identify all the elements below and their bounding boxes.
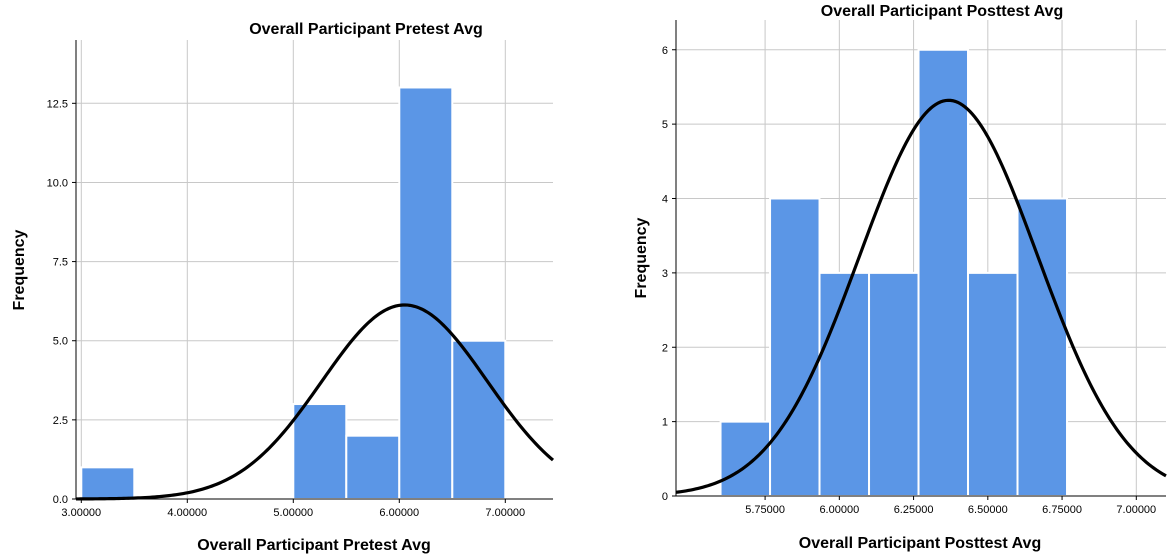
y-axis-label: Frequency [633, 217, 650, 298]
histogram-bar [398, 86, 454, 500]
y-axis-label: Frequency [11, 229, 28, 310]
pretest-histogram: Overall Participant Pretest Avg Frequenc… [11, 21, 555, 554]
y-tick-label: 3 [662, 268, 668, 280]
y-tick-label: 1 [662, 417, 668, 429]
histogram-bar [917, 48, 970, 497]
x-tick-label: 6.00000 [819, 504, 859, 516]
chart-title: Overall Participant Pretest Avg [249, 21, 483, 38]
y-tick-label: 10.0 [47, 177, 68, 189]
histogram-bar [292, 403, 348, 500]
y-tick-label: 7.5 [53, 257, 68, 269]
chart-title: Overall Participant Posttest Avg [821, 3, 1063, 20]
x-tick-label: 6.00000 [379, 507, 419, 519]
y-tick-label: 0.0 [53, 494, 68, 506]
y-tick-label: 12.5 [47, 98, 68, 110]
y-tick-label: 5 [662, 119, 668, 131]
y-tick-label: 6 [662, 45, 668, 57]
posttest-histogram: Overall Participant Posttest Avg Frequen… [633, 3, 1167, 552]
histogram-bar [719, 420, 772, 497]
histogram-bar [769, 197, 821, 497]
y-tick-label: 2 [662, 342, 668, 354]
x-tick-label: 6.75000 [1042, 504, 1082, 516]
x-axis-label: Overall Participant Posttest Avg [799, 535, 1041, 552]
x-tick-label: 6.50000 [968, 504, 1008, 516]
x-tick-label: 4.00000 [167, 507, 207, 519]
x-tick-label: 6.25000 [894, 504, 934, 516]
y-tick-label: 2.5 [53, 415, 68, 427]
histogram-bar [1016, 197, 1069, 497]
histogram-bar [345, 434, 401, 501]
y-tick-label: 5.0 [53, 336, 68, 348]
histogram-bar [80, 466, 136, 500]
histogram-bar [967, 271, 1019, 497]
histogram-bar [868, 271, 920, 497]
x-tick-label: 7.00000 [1116, 504, 1156, 516]
x-tick-label: 7.00000 [485, 507, 525, 519]
normal-curve [675, 98, 1167, 494]
histogram-bar [451, 339, 507, 501]
y-tick-label: 4 [662, 194, 668, 206]
y-tick-label: 0 [662, 491, 668, 503]
x-tick-label: 5.75000 [745, 504, 785, 516]
histogram-bar [818, 271, 871, 497]
x-tick-label: 5.00000 [273, 507, 313, 519]
x-axis-label: Overall Participant Pretest Avg [197, 537, 431, 554]
normal-curve [75, 303, 555, 501]
x-tick-label: 3.00000 [61, 507, 101, 519]
